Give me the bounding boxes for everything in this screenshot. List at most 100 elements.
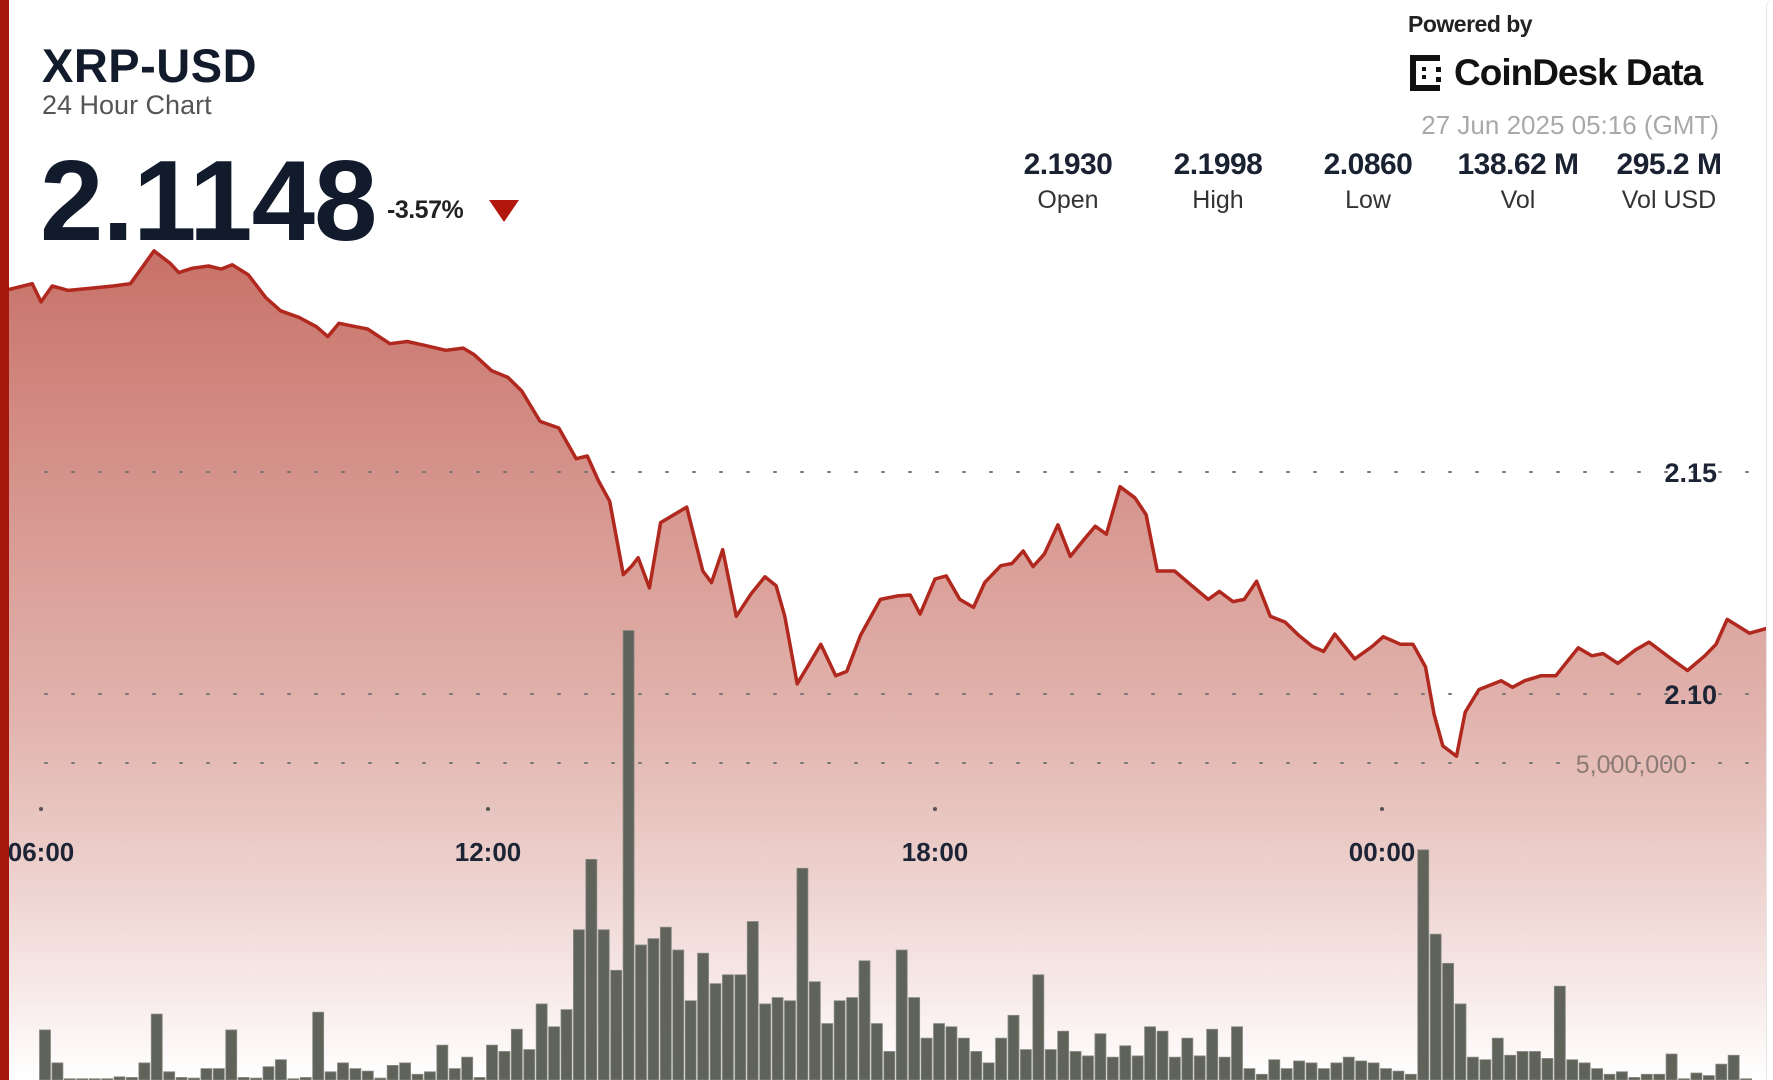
volume-bar bbox=[424, 1071, 436, 1080]
stat-vol: 138.62 M Vol bbox=[1443, 148, 1593, 215]
volume-bar bbox=[1367, 1062, 1380, 1080]
volume-bar bbox=[1181, 1037, 1194, 1080]
stat-label: Vol USD bbox=[1621, 186, 1717, 214]
volume-bar bbox=[1640, 1073, 1653, 1080]
volume-bar bbox=[225, 1029, 238, 1080]
volume-bar bbox=[1206, 1028, 1219, 1080]
volume-bar bbox=[821, 1023, 834, 1080]
volume-bar bbox=[908, 997, 921, 1080]
volume-bar bbox=[1653, 1073, 1666, 1080]
coindesk-logo-icon bbox=[1410, 55, 1441, 91]
volume-bar bbox=[1516, 1051, 1529, 1080]
volume-bar bbox=[523, 1049, 536, 1080]
volume-bar bbox=[883, 1051, 896, 1080]
volume-bar bbox=[759, 1003, 772, 1080]
volume-bar bbox=[1541, 1058, 1554, 1080]
volume-bar bbox=[1094, 1033, 1107, 1080]
volume-bar bbox=[1553, 985, 1566, 1080]
volume-bar bbox=[722, 974, 734, 1080]
volume-bar bbox=[1218, 1056, 1231, 1080]
x-tick-label: 18:00 bbox=[902, 837, 969, 867]
volume-bar bbox=[101, 1078, 113, 1080]
volume-bar bbox=[1467, 1056, 1479, 1080]
x-tick-mark bbox=[39, 807, 43, 811]
volume-bar bbox=[163, 1071, 176, 1080]
volume-bar bbox=[597, 929, 610, 1080]
volume-bar bbox=[1119, 1045, 1132, 1080]
volume-bar bbox=[200, 1068, 213, 1080]
volume-bar bbox=[1082, 1055, 1094, 1080]
volume-bar bbox=[1529, 1051, 1541, 1080]
volume-bar bbox=[1020, 1049, 1032, 1080]
volume-bar bbox=[1169, 1056, 1181, 1080]
timestamp: 27 Jun 2025 05:16 (GMT) bbox=[1421, 110, 1719, 140]
x-tick-label: 12:00 bbox=[455, 837, 522, 867]
volume-bar bbox=[1454, 1003, 1467, 1080]
volume-bar bbox=[746, 921, 759, 1080]
volume-bar bbox=[995, 1037, 1007, 1080]
powered-by-label: Powered by bbox=[1408, 11, 1533, 37]
volume-bar bbox=[349, 1068, 362, 1080]
volume-bar bbox=[399, 1062, 411, 1080]
volume-bar bbox=[337, 1062, 349, 1080]
volume-bar bbox=[1616, 1071, 1628, 1080]
stat-value: 138.62 M bbox=[1457, 148, 1579, 181]
volume-bar bbox=[374, 1077, 387, 1080]
stat-value: 2.1998 bbox=[1173, 148, 1263, 181]
volume-bar bbox=[560, 1009, 573, 1080]
x-tick-mark bbox=[486, 807, 490, 811]
volume-bar bbox=[1392, 1070, 1405, 1080]
volume-bar bbox=[535, 1003, 548, 1080]
volume-bar bbox=[1231, 1026, 1243, 1080]
volume-bar bbox=[1479, 1059, 1492, 1080]
stat-value: 2.0860 bbox=[1323, 148, 1413, 181]
volume-bar bbox=[548, 1026, 560, 1080]
volume-bar bbox=[1193, 1055, 1206, 1080]
volume-bar bbox=[659, 926, 672, 1080]
stat-label: High bbox=[1192, 186, 1244, 214]
volume-bar bbox=[312, 1011, 325, 1080]
volume-bar bbox=[635, 944, 647, 1080]
volume-bar bbox=[808, 981, 821, 1080]
volume-bar bbox=[1715, 1063, 1728, 1080]
coindesk-data-logo[interactable]: CoinDesk Data bbox=[1408, 52, 1703, 94]
stat-open: 2.1930 Open bbox=[993, 148, 1143, 215]
volume-bar bbox=[957, 1037, 970, 1080]
volume-bar bbox=[1131, 1055, 1144, 1080]
volume-bar bbox=[1069, 1051, 1082, 1080]
volume-bar bbox=[672, 949, 685, 1080]
volume-bar bbox=[1404, 1073, 1417, 1080]
volume-bar bbox=[684, 1000, 697, 1080]
volume-bar bbox=[1603, 1073, 1616, 1080]
volume-bar bbox=[250, 1077, 262, 1080]
volume-bar bbox=[51, 1062, 64, 1080]
volume-bar bbox=[1727, 1054, 1740, 1080]
volume-bar bbox=[1057, 1030, 1070, 1080]
stat-label: Vol bbox=[1500, 186, 1536, 214]
accent-bar bbox=[0, 0, 9, 1080]
current-price: 2.1148 bbox=[40, 138, 377, 265]
volume-bar bbox=[1293, 1060, 1305, 1080]
volume-bar bbox=[262, 1066, 275, 1080]
volume-bar bbox=[1417, 849, 1430, 1080]
volume-bar bbox=[486, 1044, 498, 1080]
x-tick-label: 06:00 bbox=[8, 837, 75, 867]
x-tick-mark bbox=[1380, 807, 1384, 811]
volume-bar bbox=[622, 630, 635, 1080]
volume-bar bbox=[1106, 1056, 1119, 1080]
volume-bar bbox=[1702, 1075, 1715, 1080]
volume-bar bbox=[982, 1062, 995, 1080]
volume-bar bbox=[1280, 1068, 1293, 1080]
volume-bar bbox=[1330, 1062, 1343, 1080]
volume-bar bbox=[88, 1078, 101, 1080]
volume-bar bbox=[573, 929, 585, 1080]
stat-label: Low bbox=[1345, 186, 1391, 214]
volume-bar bbox=[1678, 1078, 1690, 1080]
volume-bar bbox=[1342, 1056, 1355, 1080]
volume-bar bbox=[212, 1068, 225, 1080]
volume-bar bbox=[287, 1078, 300, 1080]
volume-bar bbox=[1156, 1030, 1169, 1080]
volume-bar bbox=[1044, 1049, 1057, 1080]
volume-bar bbox=[734, 974, 747, 1080]
card-edge bbox=[1766, 0, 1773, 1080]
